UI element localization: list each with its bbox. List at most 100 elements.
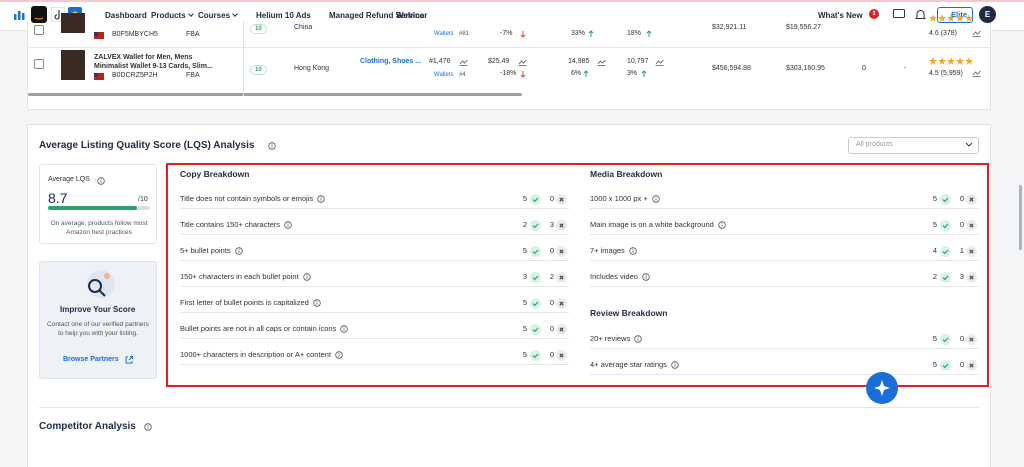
dropdown-chevron[interactable]: [965, 142, 973, 148]
fulfillment: FBA: [186, 31, 200, 38]
average-max: /10: [138, 196, 148, 203]
criterion-label: 1000 x 1000 px +: [590, 194, 648, 203]
fail-count: 0: [549, 194, 554, 203]
apps-icon[interactable]: [14, 10, 26, 20]
revenue: $456,594.88: [712, 65, 751, 72]
pass-count: 5: [932, 194, 937, 203]
product-title: ZALVEX Wallet for Men, Mens Minimalist W…: [94, 54, 213, 70]
info-icon: [235, 247, 243, 255]
flag-icon: [94, 32, 104, 39]
fail-count: 0: [549, 350, 554, 359]
avatar[interactable]: E: [979, 6, 996, 23]
average-label: Average LQS: [48, 176, 90, 183]
nav-item[interactable]: Dashboard: [105, 11, 147, 20]
chart-icon: [972, 70, 981, 77]
subrank: #81: [459, 31, 470, 37]
info-icon: [317, 195, 325, 203]
pass-count: 5: [932, 220, 937, 229]
browse-partners[interactable]: Browse Partners: [63, 356, 119, 363]
pass-icon: [940, 194, 951, 205]
chart-icon: [518, 59, 527, 66]
info-icon: [313, 299, 321, 307]
row-checkbox[interactable]: [34, 25, 44, 35]
criterion-label: First letter of bullet points is capital…: [180, 298, 309, 307]
product-image: [61, 13, 85, 33]
row-divider: [180, 338, 569, 339]
info-icon: [718, 221, 726, 229]
notification-badge: 1: [869, 9, 879, 19]
fail-count: 0: [549, 298, 554, 307]
criterion-label: 5+ bullet points: [180, 246, 231, 255]
pass-count: 5: [522, 298, 527, 307]
subrank: #4: [459, 72, 466, 78]
whats-new[interactable]: What's New: [818, 11, 863, 20]
pass-icon: [940, 334, 951, 345]
rating: 4.5 (5,959): [929, 70, 963, 77]
fail-count: 1: [959, 246, 964, 255]
revenue: $32,921.11: [712, 24, 747, 31]
fail-icon: [966, 334, 977, 345]
criterion-label: Title does not contain symbols or emojis: [180, 194, 314, 203]
down-arrow: [520, 31, 526, 38]
chat-icon[interactable]: [893, 9, 905, 20]
fail-count: 3: [959, 272, 964, 281]
section-title: Average Listing Quality Score (LQS) Anal…: [39, 140, 255, 151]
bell-icon[interactable]: [915, 9, 926, 21]
row-checkbox[interactable]: [34, 59, 44, 69]
fail-icon: [556, 272, 567, 283]
pass-icon: [530, 298, 541, 309]
flag-icon: [94, 73, 104, 80]
pass-icon: [530, 220, 541, 231]
row-divider: [180, 234, 569, 235]
pass-icon: [940, 246, 951, 257]
chart-icon: [655, 59, 664, 66]
nav-item[interactable]: Products: [151, 11, 194, 20]
price-change: -7%: [500, 30, 513, 37]
fail-icon: [556, 324, 567, 335]
pass-count: 5: [932, 360, 937, 369]
nav-item[interactable]: Webinar: [396, 11, 428, 20]
price-change: -18%: [500, 70, 517, 77]
units-change: 18%: [627, 30, 642, 37]
section-title: Competitor Analysis: [39, 421, 136, 432]
asin: B0DCRZ5P2H: [112, 72, 158, 79]
row-divider: [180, 364, 569, 365]
up-arrow: [583, 70, 589, 77]
info-icon: [642, 273, 650, 281]
row-divider: [180, 260, 569, 261]
category: Clothing, Shoes ...: [360, 58, 422, 65]
fail-count: 3: [549, 220, 554, 229]
product-dropdown[interactable]: [848, 137, 979, 154]
pass-count: 4: [932, 246, 937, 255]
fail-count: 0: [959, 360, 964, 369]
sales-change: 33%: [571, 30, 586, 37]
amazon-logo[interactable]: [31, 6, 47, 23]
pass-icon: [530, 272, 541, 283]
pass-count: 5: [522, 246, 527, 255]
row-divider: [180, 208, 569, 209]
nav-item[interactable]: Managed Refund Service: [329, 11, 425, 20]
nav-item[interactable]: Courses: [198, 11, 238, 20]
row-divider: [590, 208, 979, 209]
fail-count: 0: [549, 246, 554, 255]
external-link-icon[interactable]: [125, 356, 133, 364]
plan-button[interactable]: Elite: [937, 7, 973, 23]
fail-icon: [966, 272, 977, 283]
ai-assistant-button[interactable]: [866, 372, 898, 404]
up-arrow: [646, 30, 652, 37]
criterion-label: 1000+ characters in description or A+ co…: [180, 350, 331, 359]
fail-icon: [966, 194, 977, 205]
criterion-label: Main image is on a white background: [590, 220, 714, 229]
h-scrollbar: [28, 93, 522, 96]
pass-count: 5: [522, 350, 527, 359]
up-arrow: [588, 30, 594, 37]
units-change: 3%: [627, 70, 638, 77]
row-divider: [590, 348, 979, 349]
info-icon: [671, 361, 679, 369]
column-divider: [243, 20, 244, 96]
criterion-label: Bullet points are not in all caps or con…: [180, 324, 337, 333]
row-divider: [28, 47, 990, 48]
fail-count: 0: [959, 220, 964, 229]
row-divider: [180, 312, 569, 313]
nav-item[interactable]: Helium 10 Ads: [256, 11, 311, 20]
